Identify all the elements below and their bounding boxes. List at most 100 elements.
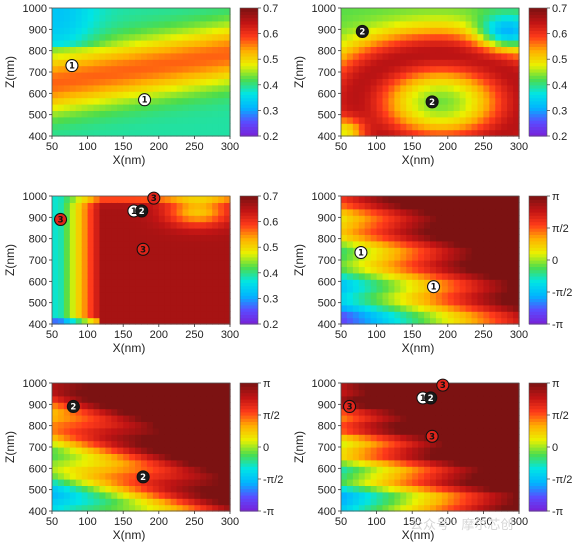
heatmap-cell bbox=[495, 91, 502, 99]
heatmap-cell bbox=[176, 84, 184, 92]
heatmap-cell bbox=[477, 298, 484, 306]
heatmap-cell bbox=[63, 116, 71, 124]
heatmap-cell bbox=[459, 253, 467, 261]
heatmap-cell bbox=[75, 33, 83, 41]
heatmap-cell bbox=[406, 260, 413, 267]
heatmap-cell bbox=[170, 504, 178, 512]
colorbar-segment bbox=[240, 247, 258, 251]
heatmap-cell bbox=[447, 447, 455, 454]
heatmap-cell bbox=[87, 311, 95, 319]
heatmap-cell bbox=[370, 65, 378, 73]
heatmap-cell bbox=[87, 402, 95, 410]
heatmap-cell bbox=[465, 466, 473, 474]
heatmap-cell bbox=[93, 260, 101, 267]
heatmap-cell bbox=[224, 52, 231, 60]
heatmap-cell bbox=[164, 415, 172, 422]
heatmap-cell bbox=[194, 208, 201, 216]
heatmap-cell bbox=[87, 247, 95, 255]
heatmap-cell bbox=[430, 440, 437, 448]
heatmap-cell bbox=[453, 97, 461, 105]
colorbar-segment bbox=[529, 212, 547, 216]
heatmap-cell bbox=[346, 14, 354, 22]
x-tick-label: 100 bbox=[367, 516, 385, 528]
heatmap-cell bbox=[176, 421, 184, 429]
heatmap-cell bbox=[483, 234, 490, 242]
heatmap-cell bbox=[430, 221, 437, 229]
heatmap-cell bbox=[388, 33, 395, 41]
x-tick-label: 50 bbox=[46, 329, 58, 341]
heatmap-cell bbox=[483, 279, 490, 287]
heatmap-cell bbox=[182, 447, 190, 454]
heatmap-cell bbox=[93, 72, 101, 79]
heatmap-cell bbox=[188, 116, 195, 124]
heatmap-cell bbox=[507, 317, 514, 325]
y-tick-label: 700 bbox=[318, 67, 336, 79]
heatmap-cell bbox=[477, 434, 484, 442]
heatmap-cell bbox=[341, 434, 348, 442]
heatmap-cell bbox=[117, 59, 124, 67]
heatmap-cell bbox=[105, 46, 112, 54]
heatmap-cell bbox=[176, 402, 184, 410]
heatmap-cell bbox=[441, 389, 449, 397]
heatmap-cell bbox=[471, 504, 479, 512]
heatmap-cell bbox=[418, 221, 425, 229]
heatmap-cell bbox=[447, 311, 455, 319]
heatmap-cell bbox=[459, 72, 467, 79]
heatmap-cell bbox=[135, 434, 142, 442]
heatmap-cell bbox=[418, 196, 425, 203]
heatmap-cell bbox=[495, 311, 502, 319]
heatmap-cell bbox=[352, 253, 360, 261]
heatmap-cell bbox=[424, 266, 431, 274]
heatmap-cell bbox=[93, 202, 101, 210]
heatmap-cell bbox=[501, 27, 508, 35]
colorbar-segment bbox=[240, 52, 258, 57]
heatmap-cell bbox=[52, 304, 59, 312]
heatmap-cell bbox=[376, 52, 384, 60]
heatmap-cell bbox=[346, 247, 354, 255]
heatmap-cell bbox=[152, 202, 160, 210]
colorbar-segment bbox=[240, 389, 258, 394]
heatmap-cell bbox=[483, 196, 490, 203]
heatmap-cell bbox=[218, 402, 225, 410]
heatmap-cell bbox=[188, 389, 195, 397]
heatmap-cell bbox=[146, 110, 154, 118]
y-tick-label: 800 bbox=[29, 46, 47, 58]
heatmap-cell bbox=[471, 498, 479, 506]
heatmap-cell bbox=[105, 208, 112, 216]
heatmap-cell bbox=[388, 221, 395, 229]
heatmap-cell bbox=[489, 402, 496, 410]
heatmap-cell bbox=[459, 266, 467, 274]
colorbar-segment bbox=[240, 479, 258, 483]
heatmap-cell bbox=[135, 240, 142, 248]
heatmap-cell bbox=[75, 479, 83, 486]
heatmap-cell bbox=[513, 228, 520, 235]
heatmap-cell bbox=[224, 260, 231, 267]
heatmap-cell bbox=[129, 485, 136, 493]
heatmap-cell bbox=[158, 389, 166, 397]
heatmap-cell bbox=[501, 292, 508, 299]
heatmap-cell bbox=[105, 427, 112, 435]
heatmap-cell bbox=[135, 311, 142, 319]
heatmap-cell bbox=[152, 466, 160, 474]
heatmap-cell bbox=[477, 285, 484, 293]
heatmap-cell bbox=[188, 485, 195, 493]
heatmap-cell bbox=[135, 52, 142, 60]
heatmap-cell bbox=[406, 123, 413, 131]
heatmap-cell bbox=[188, 65, 195, 73]
heatmap-cell bbox=[81, 292, 89, 299]
heatmap-cell bbox=[141, 221, 148, 229]
heatmap-cell bbox=[52, 266, 59, 274]
heatmap-cell bbox=[388, 317, 395, 325]
heatmap-cell bbox=[394, 46, 401, 54]
heatmap-cell bbox=[57, 408, 65, 416]
heatmap-cell bbox=[352, 228, 360, 235]
heatmap-cell bbox=[170, 453, 178, 461]
heatmap-cell bbox=[188, 247, 195, 255]
heatmap-cell bbox=[212, 472, 219, 480]
heatmap-cell bbox=[123, 40, 130, 47]
colorbar-segment bbox=[529, 27, 547, 31]
heatmap-cell bbox=[152, 14, 160, 22]
heatmap-cell bbox=[376, 196, 384, 203]
heatmap-cell bbox=[188, 266, 195, 274]
heatmap-cell bbox=[501, 33, 508, 41]
